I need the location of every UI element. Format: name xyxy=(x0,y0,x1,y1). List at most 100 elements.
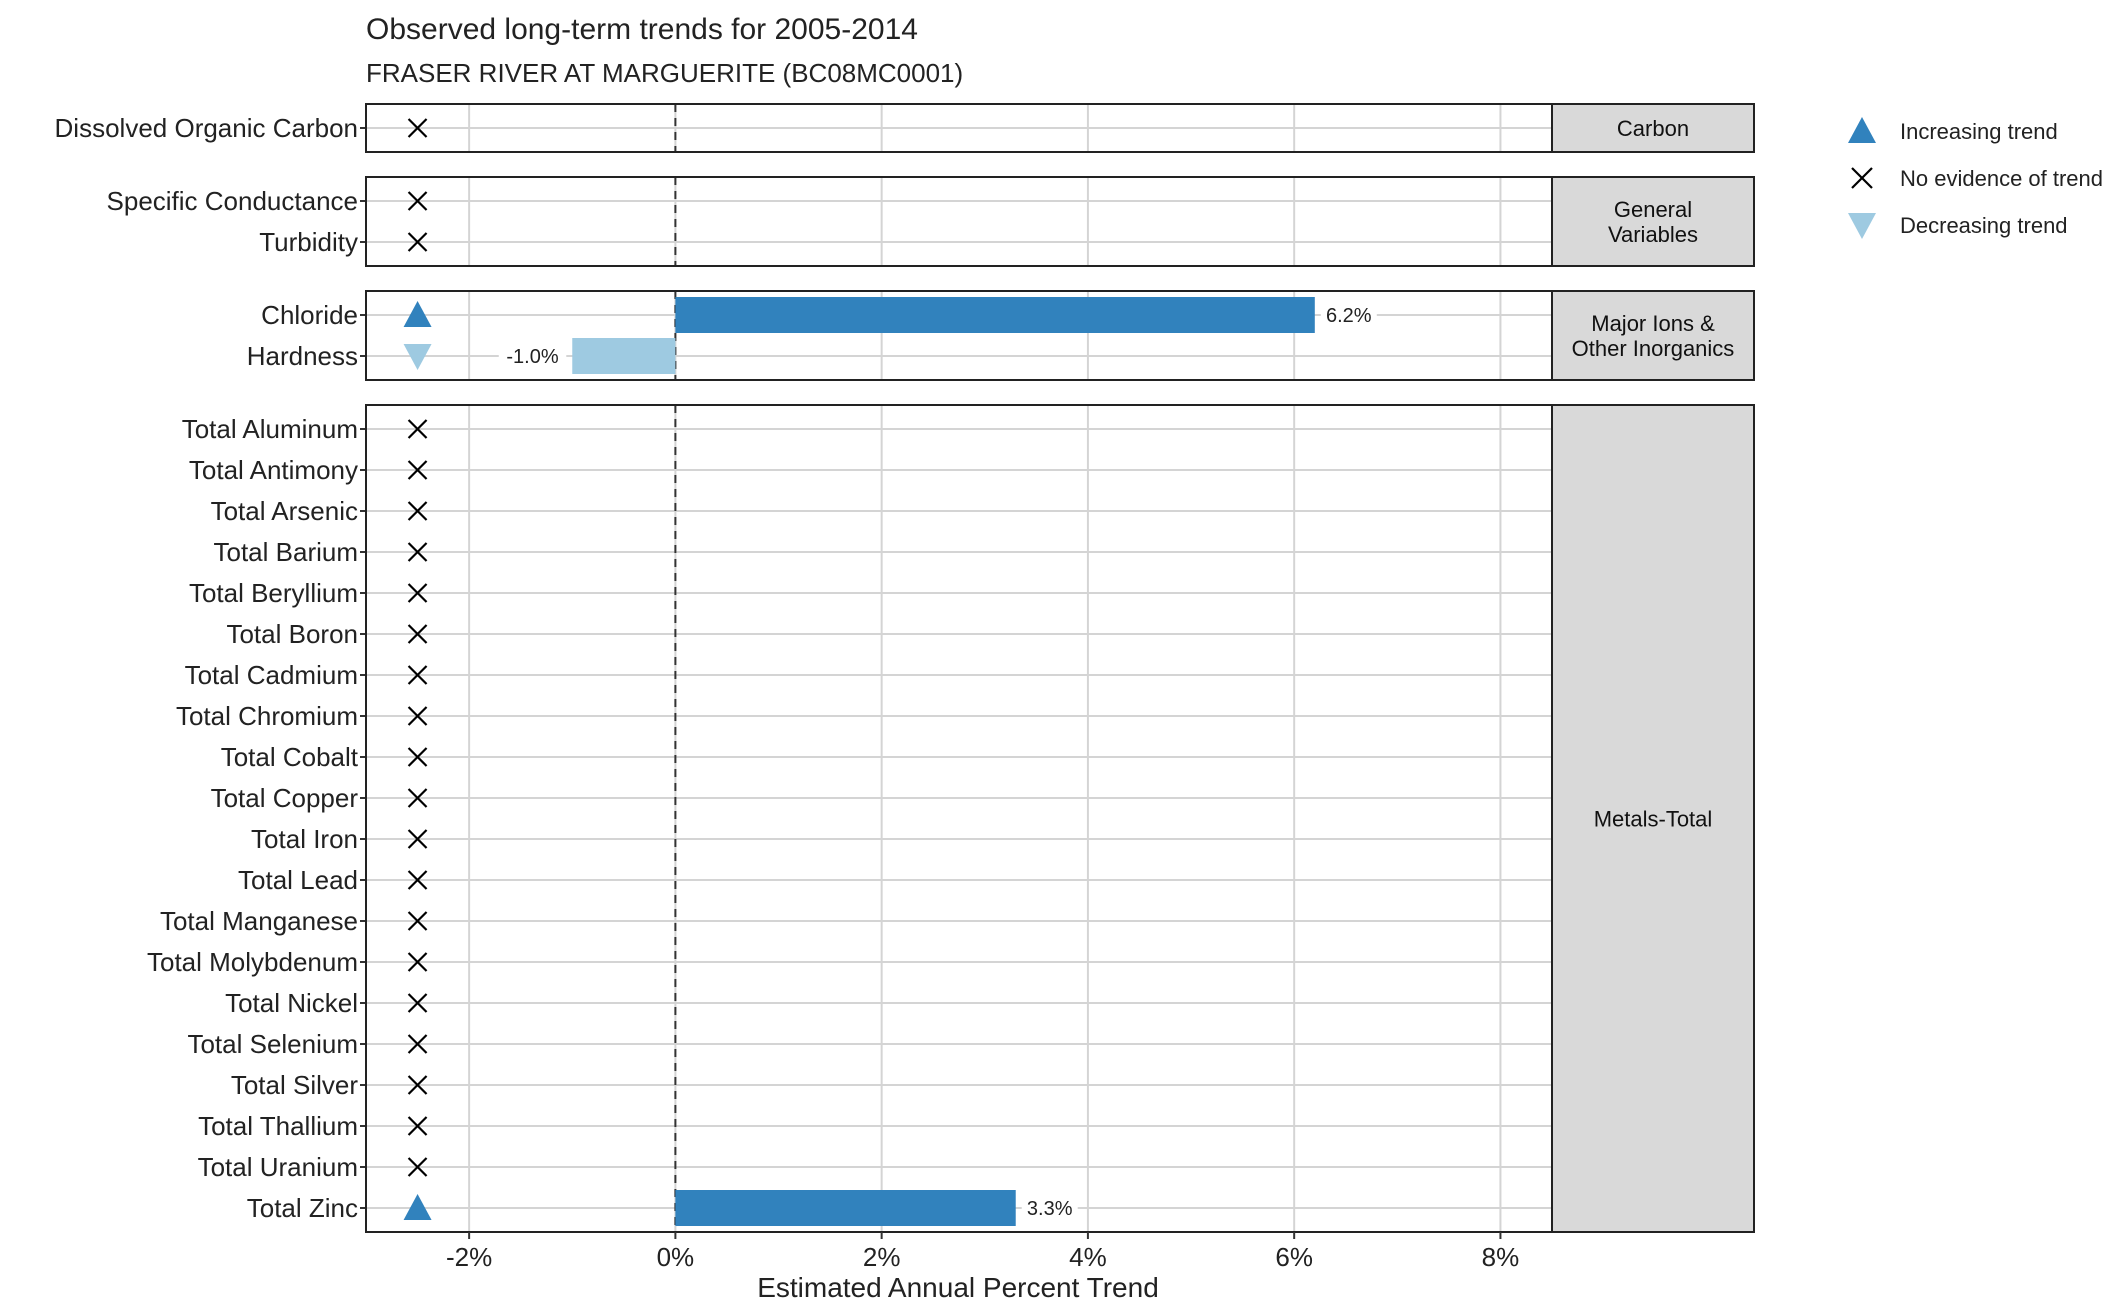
facet-strip-label: Major Ions & xyxy=(1591,311,1715,336)
facet-strip xyxy=(1551,404,1755,1233)
marker-no-trend-total-thallium xyxy=(407,1116,428,1136)
marker-x-stroke xyxy=(407,501,428,521)
data-label-total-zinc: 3.3% xyxy=(1027,1198,1073,1220)
facet-strip-label: Variables xyxy=(1608,222,1698,247)
marker-decreasing-hardness xyxy=(403,344,432,370)
data-label-background xyxy=(498,342,567,370)
marker-x-stroke xyxy=(407,232,428,252)
y-label-total-molybdenum: Total Molybdenum xyxy=(147,947,358,977)
panel-border xyxy=(365,176,1553,267)
marker-no-trend-total-silver xyxy=(407,1075,428,1095)
marker-x-stroke xyxy=(407,624,428,644)
marker-increasing-total-zinc xyxy=(403,1194,432,1220)
marker-no-trend-total-arsenic xyxy=(407,501,428,521)
marker-x-stroke xyxy=(407,1116,428,1136)
marker-x-stroke xyxy=(407,583,428,603)
marker-x-stroke xyxy=(407,911,428,931)
x-tick-label: 0% xyxy=(657,1242,695,1272)
marker-no-trend-specific-conductance xyxy=(407,191,428,211)
marker-x-stroke xyxy=(407,118,428,138)
y-label-total-aluminum: Total Aluminum xyxy=(182,414,358,444)
marker-no-trend-total-iron xyxy=(407,829,428,849)
marker-no-trend-total-copper xyxy=(407,788,428,808)
facet-strip xyxy=(1551,176,1755,267)
legend: Increasing trend No evidence of trend Decr… xyxy=(1848,117,2103,239)
y-label-total-nickel: Total Nickel xyxy=(225,988,358,1018)
y-label-hardness: Hardness xyxy=(247,341,358,371)
marker-x-stroke xyxy=(407,747,428,767)
y-label-turbidity: Turbidity xyxy=(259,227,358,257)
panel-major-ions-other-inorganics: Chloride 6.2% Hardness -1.0% Major Ions &Oth… xyxy=(247,290,1755,381)
y-label-total-cadmium: Total Cadmium xyxy=(185,660,358,690)
legend-triangle-down-icon xyxy=(1848,213,1876,239)
marker-increasing-chloride xyxy=(403,301,432,327)
marker-no-trend-total-barium xyxy=(407,542,428,562)
marker-x-stroke xyxy=(407,788,428,808)
legend-item-none: No evidence of trend xyxy=(1851,166,2103,191)
legend-x-stroke xyxy=(1851,167,1873,189)
y-label-chloride: Chloride xyxy=(261,300,358,330)
y-label-total-manganese: Total Manganese xyxy=(160,906,358,936)
marker-no-trend-total-lead xyxy=(407,870,428,890)
y-label-total-copper: Total Copper xyxy=(211,783,359,813)
y-label-total-zinc: Total Zinc xyxy=(247,1193,358,1223)
panel-general-variables: Specific Conductance Turbidity GeneralVari… xyxy=(107,176,1755,267)
chart-title: Observed long-term trends for 2005-2014 xyxy=(366,13,918,46)
x-tick-label: 6% xyxy=(1275,1242,1313,1272)
marker-no-trend-total-molybdenum xyxy=(407,952,428,972)
data-label-chloride: 6.2% xyxy=(1326,305,1372,327)
y-label-specific-conductance: Specific Conductance xyxy=(107,186,358,216)
marker-no-trend-total-uranium xyxy=(407,1157,428,1177)
bar-total-zinc xyxy=(675,1190,1016,1226)
facet-strip xyxy=(1551,103,1755,153)
legend-label: Increasing trend xyxy=(1900,119,2058,144)
x-tick-label: 4% xyxy=(1069,1242,1107,1272)
marker-no-trend-total-manganese xyxy=(407,911,428,931)
marker-x-stroke xyxy=(407,665,428,685)
marker-no-trend-total-aluminum xyxy=(407,419,428,439)
facet-strip-label: Metals-Total xyxy=(1594,807,1713,832)
x-axis-title: Estimated Annual Percent Trend xyxy=(757,1272,1159,1303)
marker-x-stroke xyxy=(407,993,428,1013)
legend-x-icon xyxy=(1851,167,1873,189)
x-tick-label: -2% xyxy=(446,1242,492,1272)
marker-no-trend-total-selenium xyxy=(407,1034,428,1054)
legend-label: Decreasing trend xyxy=(1900,213,2068,238)
y-label-total-iron: Total Iron xyxy=(251,824,358,854)
legend-item-increasing: Increasing trend xyxy=(1848,117,2058,144)
panel-border xyxy=(365,404,1553,1233)
data-label-hardness: -1.0% xyxy=(506,346,558,368)
bar-hardness xyxy=(572,338,676,374)
marker-x-stroke xyxy=(407,460,428,480)
y-label-total-chromium: Total Chromium xyxy=(176,701,358,731)
marker-no-trend-total-nickel xyxy=(407,993,428,1013)
y-label-total-arsenic: Total Arsenic xyxy=(211,496,358,526)
facet-strip-label: General xyxy=(1614,197,1692,222)
x-tick-label: 8% xyxy=(1482,1242,1520,1272)
facet-strip-label: Carbon xyxy=(1617,116,1689,141)
panels: Dissolved Organic Carbon Carbon Specific C… xyxy=(55,103,1755,1233)
marker-x-stroke xyxy=(407,1075,428,1095)
y-label-total-boron: Total Boron xyxy=(226,619,358,649)
marker-no-trend-turbidity xyxy=(407,232,428,252)
y-label-total-cobalt: Total Cobalt xyxy=(221,742,359,772)
bar-chloride xyxy=(675,297,1315,333)
y-label-total-beryllium: Total Beryllium xyxy=(189,578,358,608)
y-label-total-selenium: Total Selenium xyxy=(187,1029,358,1059)
y-label-total-lead: Total Lead xyxy=(238,865,358,895)
marker-x-stroke xyxy=(407,870,428,890)
marker-no-trend-total-chromium xyxy=(407,706,428,726)
chart-subtitle: FRASER RIVER AT MARGUERITE (BC08MC0001) xyxy=(366,58,963,88)
legend-triangle-up-icon xyxy=(1848,117,1876,143)
marker-no-trend-total-cobalt xyxy=(407,747,428,767)
marker-no-trend-dissolved-organic-carbon xyxy=(407,118,428,138)
y-label-total-barium: Total Barium xyxy=(214,537,359,567)
marker-no-trend-total-boron xyxy=(407,624,428,644)
marker-x-stroke xyxy=(407,542,428,562)
panel-carbon: Dissolved Organic Carbon Carbon xyxy=(55,103,1755,153)
marker-x-stroke xyxy=(407,1157,428,1177)
y-label-dissolved-organic-carbon: Dissolved Organic Carbon xyxy=(55,113,358,143)
panel-metals-total: Total Aluminum Total Antimony Total Arseni… xyxy=(147,404,1755,1233)
x-axis: -2% 0% 2% 4% 6% 8% xyxy=(446,1232,1519,1272)
